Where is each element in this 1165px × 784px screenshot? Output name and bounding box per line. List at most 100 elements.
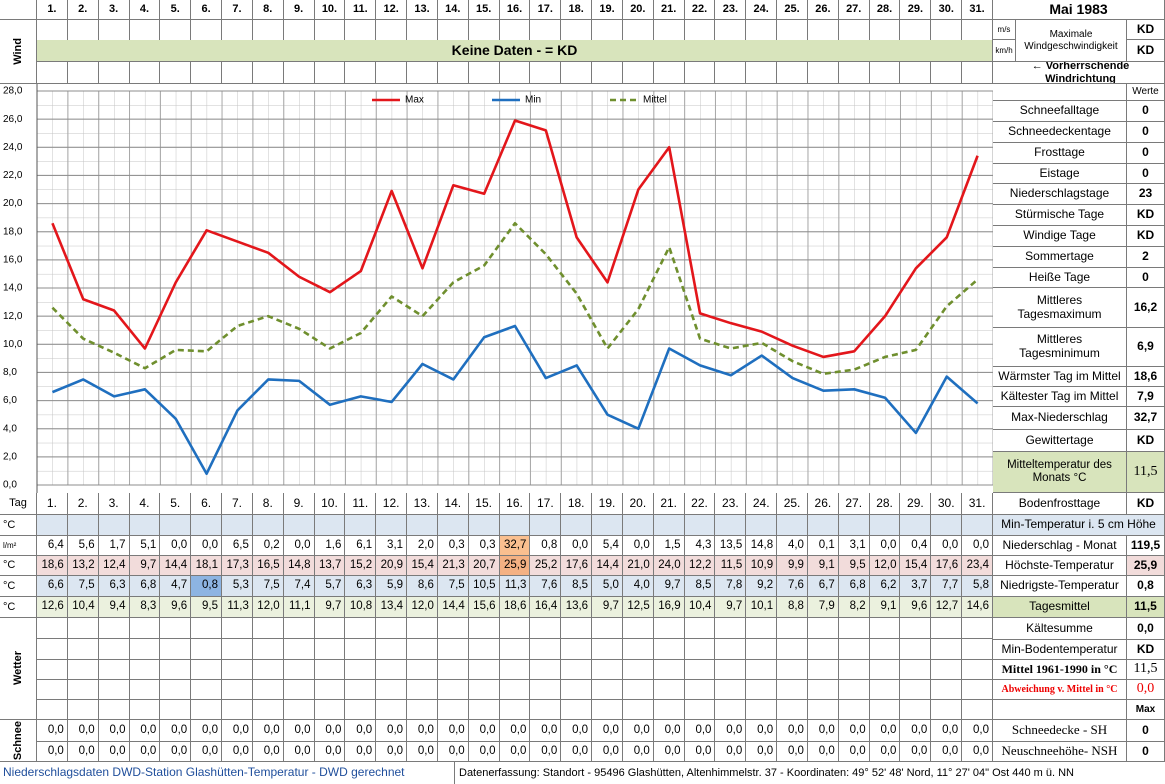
min-cell-text: 6,3 [356,579,373,592]
min-cell: 7,6 [530,576,562,597]
min-cell-text: 5,3 [232,579,249,592]
weather-cell [283,700,315,720]
summary-value: KD [1127,640,1165,660]
mean-cell-text: 10,1 [750,600,774,613]
wind-cell [191,20,223,42]
snow-cell: 0,0 [222,720,253,742]
soil-cell [376,515,408,536]
day-label: 7. [222,493,253,515]
wind-cell [838,62,870,84]
weather-cell [437,639,469,660]
max-cell-text: 17,3 [226,558,249,571]
min-cell: 6,8 [129,576,161,597]
snow-cell: 0,0 [376,720,408,742]
snow-cell-text: 0,0 [171,744,188,757]
snow-cell: 0,0 [314,742,346,762]
max-cell-text: 16,5 [257,558,280,571]
mean-cell-text: 16,4 [534,600,558,613]
precip-cell: 3,1 [376,536,408,556]
day-header: 21. [653,0,685,20]
stat-label: Mitteltemperatur des Monats °C [993,452,1127,493]
min-cell: 7,5 [67,576,99,597]
mean-cell-text: 13,6 [565,600,589,613]
day-label: 12. [376,493,408,515]
summary-value-text: 0 [1142,743,1149,758]
snow-cell-text: 0,0 [911,744,928,757]
wind-cell [592,20,623,42]
min-cell-text: 6,3 [109,579,126,592]
wind-cell [468,62,500,84]
min-cell-text: 3,7 [911,579,928,592]
min-cell: 5,3 [222,576,253,597]
precip-cell-text: 0,0 [972,538,989,551]
weather-cell [869,700,901,720]
min-cell-text: 7,7 [942,579,959,592]
mean-cell: 12,6 [37,597,68,618]
stat-value: KD [1127,493,1165,515]
weather-cell [838,618,870,639]
wind-cell [746,62,778,84]
precip-cell: 0,4 [900,536,932,556]
snow-cell-text: 0,0 [787,723,804,736]
row-label: °C [0,515,37,536]
mean-cell-text: 15,6 [473,600,496,613]
soil-cell [252,515,284,536]
weather-cell [67,639,99,660]
weather-cell [437,700,469,720]
min-cell: 6,6 [37,576,68,597]
mean-cell-text: 12,5 [627,600,650,613]
weather-cell [653,700,685,720]
stats-header: Werte [1127,84,1165,101]
day-label: 2. [67,493,99,515]
weather-cell [746,639,778,660]
day-label-text: 4. [139,495,150,510]
day-header-text: 22. [691,3,708,16]
stat-label-text: Niederschlagstage [1009,186,1110,201]
weather-cell [191,680,223,700]
wind-cell [222,62,253,84]
snow-cell-text: 0,0 [47,723,64,736]
snow-cell-text: 0,0 [633,744,650,757]
stat-value-text: KD [1136,228,1155,243]
weather-cell [622,680,654,700]
precip-cell-text: 4,0 [787,538,804,551]
stat-label: Gewittertage [993,430,1127,452]
precip-cell-text: 0,0 [294,538,311,551]
stats-header-blank [993,84,1127,101]
precip-cell: 5,4 [592,536,623,556]
summary-value-text: 25,9 [1133,557,1158,572]
day-header-text: 7. [232,3,242,16]
min-cell-text: 7,6 [787,579,804,592]
mean-cell: 9,6 [900,597,932,618]
mean-cell: 12,0 [407,597,438,618]
snow-cell: 0,0 [283,720,315,742]
wind-cell [345,20,377,42]
snow-cell: 0,0 [407,720,438,742]
precip-cell-text: 5,6 [78,538,95,551]
snow-cell: 0,0 [746,720,778,742]
max-cell-text: 17,6 [565,558,589,571]
weather-cell [129,639,161,660]
summary-value-text: Max [1135,703,1156,715]
day-label: 29. [900,493,932,515]
mean-cell-text: 12,7 [935,600,959,613]
weather-cell [838,660,870,680]
day-header-text: 13. [414,3,430,16]
stat-label: Stürmische Tage [993,205,1127,226]
weather-cell [715,660,747,680]
day-header-text: 19. [599,3,615,16]
mean-cell-text: 8,3 [140,600,157,613]
precip-cell: 6,4 [37,536,68,556]
day-label: 23. [715,493,747,515]
soil-cell [314,515,346,536]
wind-cell [684,20,716,42]
snow-cell: 0,0 [98,720,130,742]
summary-value: 11,5 [1127,597,1165,618]
weather-cell [345,680,377,700]
soil-cell [37,515,68,536]
wind-cell [437,62,469,84]
min-cell: 0,8 [191,576,223,597]
precip-cell-text: 6,1 [356,538,373,551]
weather-cell [684,700,716,720]
